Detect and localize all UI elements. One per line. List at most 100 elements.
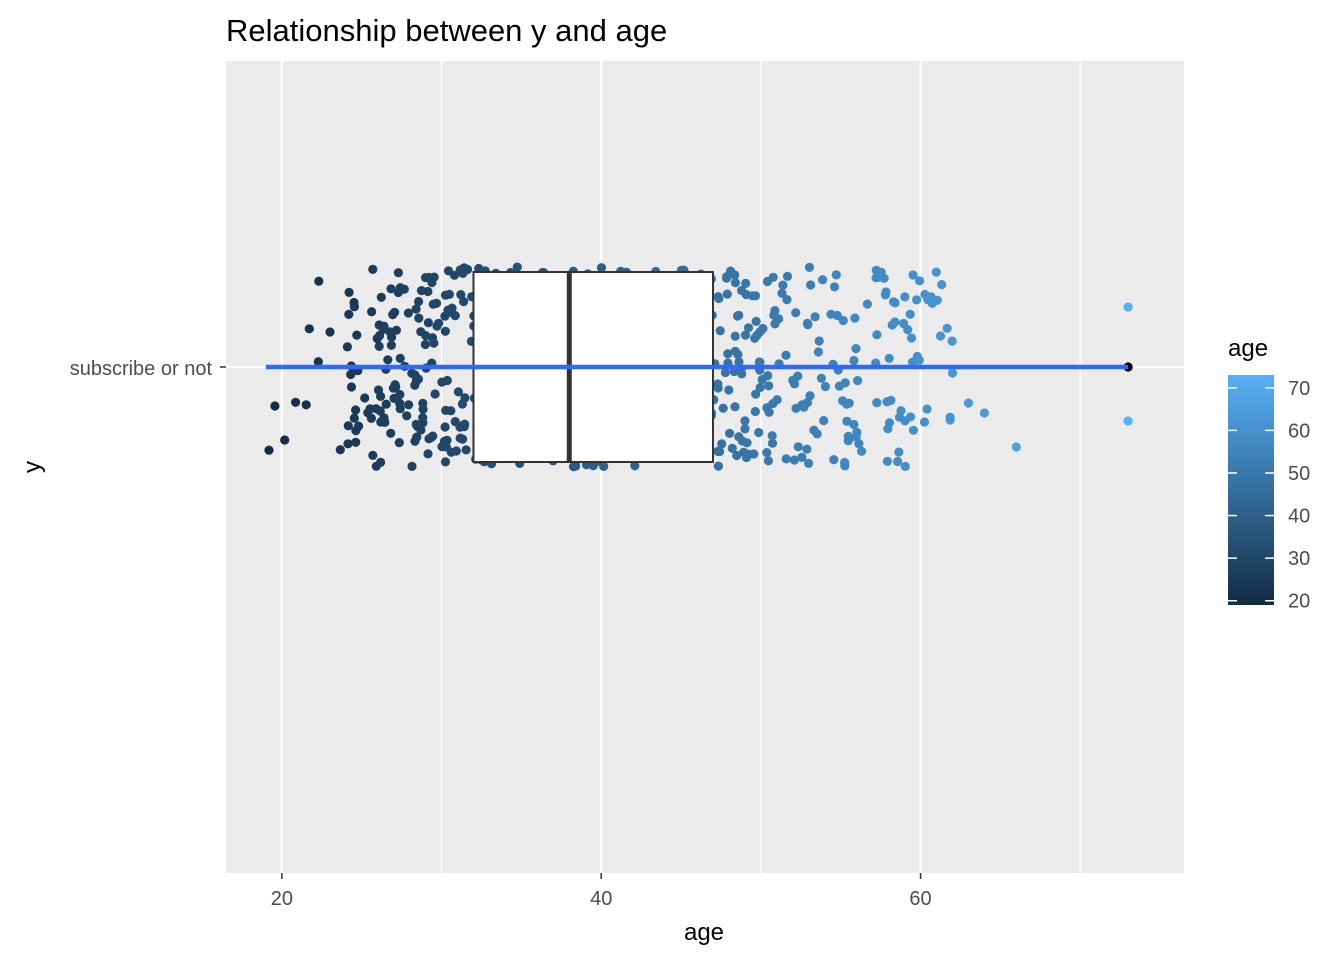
data-point xyxy=(386,284,396,294)
data-point xyxy=(919,417,930,427)
data-point xyxy=(376,292,386,302)
data-point xyxy=(886,395,896,405)
data-point xyxy=(857,446,867,456)
data-point xyxy=(890,298,900,308)
data-point xyxy=(741,278,751,288)
data-point xyxy=(890,317,900,327)
data-point xyxy=(905,309,915,319)
data-point xyxy=(963,398,974,408)
data-point xyxy=(314,276,324,286)
data-point xyxy=(947,368,958,378)
data-point xyxy=(725,428,735,438)
data-point xyxy=(754,427,764,438)
data-point xyxy=(351,426,361,436)
data-point xyxy=(922,404,932,414)
data-point xyxy=(793,371,803,381)
data-point xyxy=(403,308,413,318)
data-point xyxy=(763,456,774,466)
data-point xyxy=(908,425,919,435)
data-point xyxy=(881,287,891,297)
legend-tick-label: 70 xyxy=(1288,378,1310,400)
data-point xyxy=(395,353,405,363)
data-point xyxy=(443,266,454,276)
data-point xyxy=(407,461,417,471)
data-point xyxy=(440,457,451,467)
data-point xyxy=(458,268,468,278)
data-point xyxy=(459,420,469,430)
data-point xyxy=(411,304,421,314)
data-point xyxy=(871,273,881,283)
data-point xyxy=(777,288,787,298)
data-point xyxy=(713,446,723,456)
data-point xyxy=(344,309,354,319)
data-point xyxy=(715,326,725,336)
data-point xyxy=(829,282,840,292)
data-point xyxy=(804,262,815,272)
data-point xyxy=(428,299,438,309)
data-point xyxy=(443,305,453,315)
data-point xyxy=(838,315,848,326)
data-point xyxy=(818,275,828,285)
data-point xyxy=(343,421,353,431)
data-point xyxy=(352,330,362,340)
data-point xyxy=(264,445,274,455)
data-point xyxy=(850,313,860,323)
data-point xyxy=(734,310,744,320)
data-point xyxy=(802,397,813,408)
data-point xyxy=(459,297,469,307)
data-point xyxy=(724,385,734,395)
data-point xyxy=(427,432,437,442)
y-axis: subscribe or not xyxy=(70,358,226,380)
data-point xyxy=(349,413,359,423)
data-point xyxy=(923,295,933,305)
data-point xyxy=(1011,442,1021,452)
data-point xyxy=(346,382,357,392)
data-point xyxy=(774,314,784,324)
data-point xyxy=(368,264,378,274)
data-point xyxy=(375,406,385,416)
data-point xyxy=(947,336,957,346)
data-point xyxy=(884,353,894,363)
data-point xyxy=(762,276,773,287)
data-point xyxy=(388,383,398,393)
data-point xyxy=(718,403,728,413)
x-axis: 20 40 60 xyxy=(271,873,932,910)
data-point xyxy=(416,425,426,435)
data-point xyxy=(782,295,792,305)
data-point xyxy=(740,330,751,340)
data-point xyxy=(304,324,314,334)
data-point xyxy=(301,400,311,410)
data-point xyxy=(360,393,370,403)
data-point xyxy=(596,263,607,273)
data-point xyxy=(423,286,433,297)
data-point xyxy=(797,452,807,462)
data-point xyxy=(906,333,917,343)
data-point xyxy=(351,405,361,415)
data-point xyxy=(720,367,731,378)
data-point xyxy=(722,289,732,299)
data-point xyxy=(812,429,822,439)
data-point xyxy=(899,318,909,329)
data-point xyxy=(732,450,742,461)
data-point xyxy=(444,289,454,299)
data-point xyxy=(820,381,831,392)
data-point xyxy=(768,399,778,409)
data-point xyxy=(343,439,353,449)
data-point xyxy=(743,323,754,333)
chart-title: Relationship between y and age xyxy=(226,13,667,48)
legend-tick-label: 60 xyxy=(1288,420,1310,442)
data-point xyxy=(802,444,812,454)
data-point xyxy=(630,461,640,471)
data-point xyxy=(758,323,768,334)
data-point xyxy=(429,272,439,282)
data-point xyxy=(430,389,440,399)
data-point xyxy=(744,449,754,459)
data-point xyxy=(387,332,397,342)
data-point xyxy=(782,271,793,281)
data-point xyxy=(714,293,724,304)
data-point xyxy=(819,416,829,426)
data-point xyxy=(813,347,824,357)
data-point xyxy=(423,318,433,328)
data-point xyxy=(722,273,732,283)
data-point xyxy=(346,369,356,380)
